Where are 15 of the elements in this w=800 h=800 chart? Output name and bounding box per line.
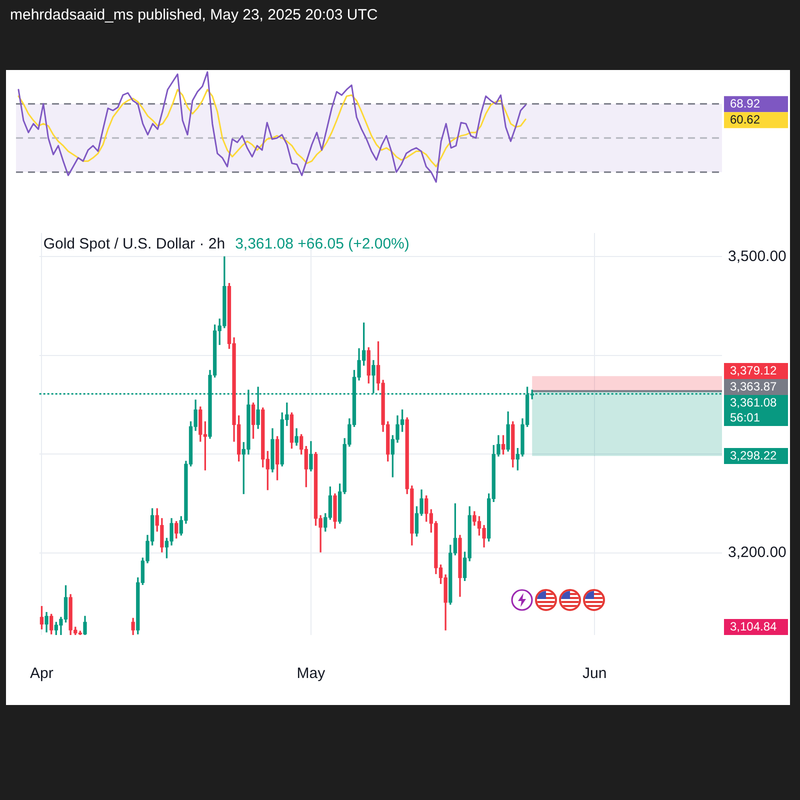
text: 3,104.84 [730,619,778,634]
text: 60.62 [730,112,760,126]
y-tick-label: 3,500.00 [728,248,786,265]
ref-line-label: 3,363.87 [730,379,778,394]
x-tick-label: Jun [582,665,607,682]
chart-title: Gold Spot / U.S. Dollar · 2h [43,236,226,253]
band-label: 3,298.22 [730,448,778,462]
y-tick-label: 3,200.00 [728,544,786,562]
x-tick-label: Apr [30,665,54,682]
text: 68.92 [730,96,760,110]
band-label: 3,379.12 [730,363,778,378]
chart-title: mehrdadsaaid_ms published, May 23, 2025 20:03 UTC [10,6,378,24]
x-tick-label: May [296,665,326,682]
ref-line-label: 3,361.08 56:01 [730,395,778,424]
chart-subtitle: 3,361.08 +66.05 (+2.00%) [235,236,410,253]
